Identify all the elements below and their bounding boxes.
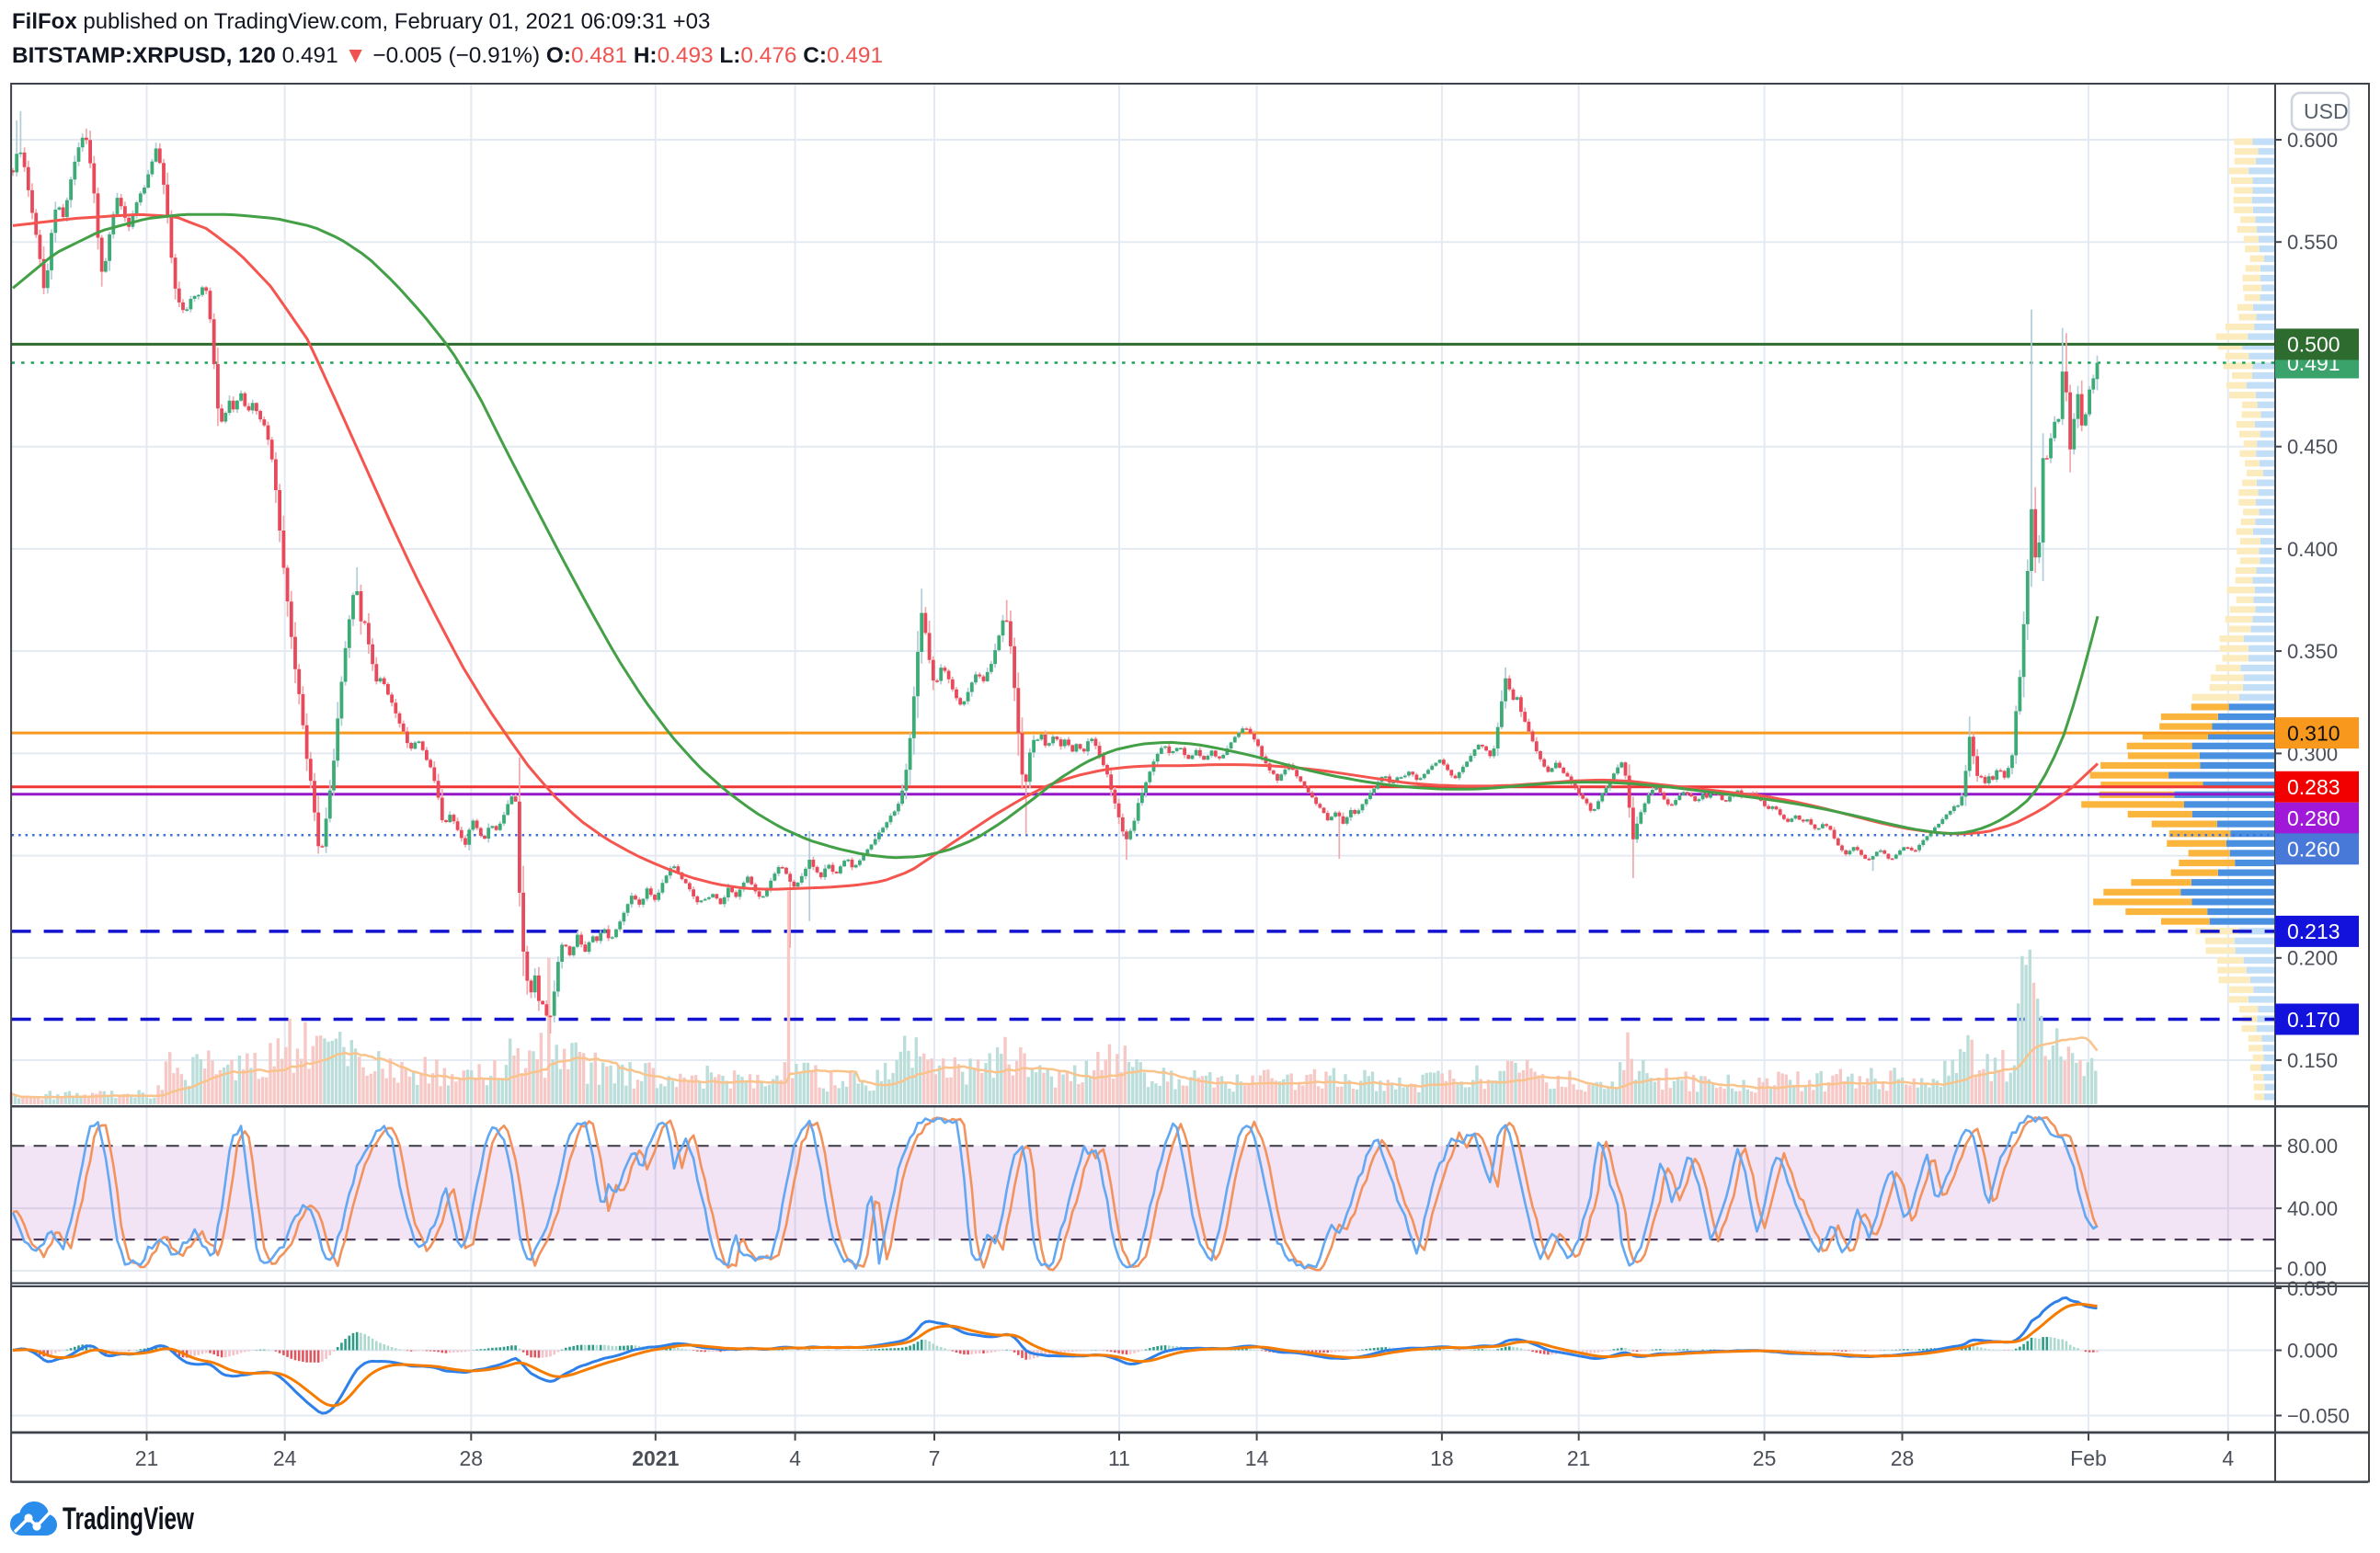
svg-text:TradingView: TradingView: [63, 1502, 194, 1536]
svg-text:0.310: 0.310: [2287, 721, 2340, 745]
svg-text:0.000: 0.000: [2287, 1339, 2338, 1362]
svg-text:28: 28: [460, 1446, 484, 1470]
svg-text:0.400: 0.400: [2287, 538, 2338, 561]
svg-text:80.00: 80.00: [2287, 1135, 2338, 1158]
svg-text:7: 7: [929, 1446, 941, 1470]
svg-text:0.050: 0.050: [2287, 1277, 2338, 1300]
svg-text:0.150: 0.150: [2287, 1049, 2338, 1072]
svg-text:0.00: 0.00: [2287, 1257, 2327, 1280]
svg-text:4: 4: [789, 1446, 801, 1470]
svg-text:28: 28: [1891, 1446, 1915, 1470]
svg-text:0.600: 0.600: [2287, 129, 2338, 152]
svg-text:FilFox published on TradingVie: FilFox published on TradingView.com, Feb…: [12, 9, 710, 34]
svg-text:21: 21: [1567, 1446, 1591, 1470]
svg-text:0.283: 0.283: [2287, 775, 2340, 799]
svg-text:0.260: 0.260: [2287, 838, 2340, 862]
svg-text:BITSTAMP:XRPUSD, 120 0.491 ▼ −: BITSTAMP:XRPUSD, 120 0.491 ▼ −0.005 (−0.…: [12, 43, 883, 68]
svg-text:0.500: 0.500: [2287, 333, 2340, 357]
svg-text:4: 4: [2222, 1446, 2234, 1470]
svg-text:0.170: 0.170: [2287, 1008, 2340, 1032]
svg-text:14: 14: [1245, 1446, 1269, 1470]
svg-text:40.00: 40.00: [2287, 1197, 2338, 1220]
svg-text:−0.050: −0.050: [2287, 1404, 2350, 1427]
svg-text:0.350: 0.350: [2287, 640, 2338, 663]
svg-text:25: 25: [1753, 1446, 1777, 1470]
svg-text:0.280: 0.280: [2287, 806, 2340, 830]
svg-text:24: 24: [273, 1446, 297, 1470]
svg-text:11: 11: [1108, 1446, 1130, 1470]
svg-text:0.450: 0.450: [2287, 436, 2338, 459]
svg-text:0.200: 0.200: [2287, 947, 2338, 970]
svg-text:USD: USD: [2304, 99, 2349, 123]
svg-text:21: 21: [135, 1446, 159, 1470]
svg-text:2021: 2021: [632, 1446, 679, 1470]
svg-text:0.550: 0.550: [2287, 231, 2338, 254]
svg-text:0.213: 0.213: [2287, 919, 2340, 943]
svg-text:18: 18: [1430, 1446, 1454, 1470]
svg-text:Feb: Feb: [2070, 1446, 2107, 1470]
